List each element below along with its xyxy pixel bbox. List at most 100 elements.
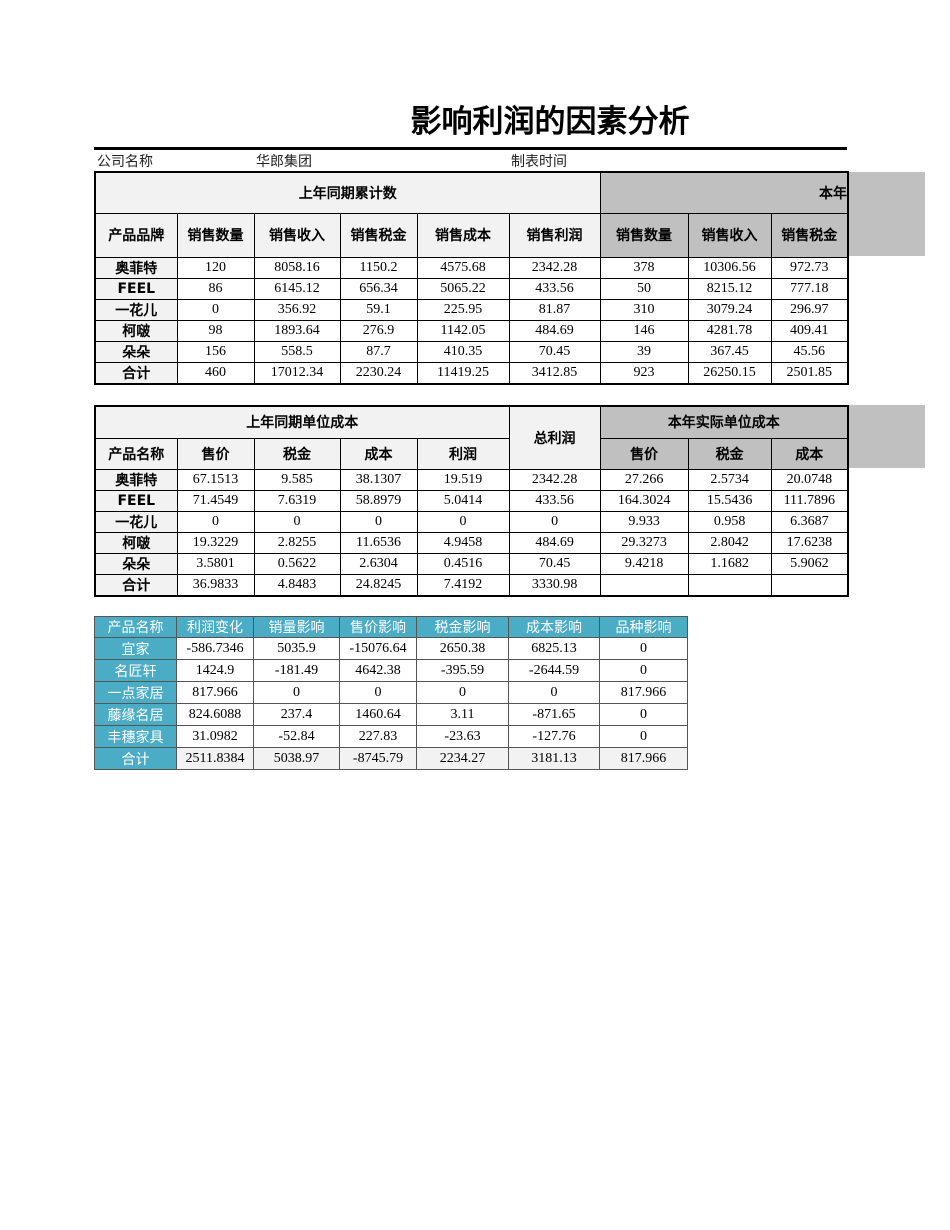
table-cell[interactable]: 0 [253, 510, 341, 533]
table-cell[interactable]: 19.3229 [176, 531, 255, 554]
table-cell[interactable]: 36.9833 [176, 573, 255, 596]
table-cell[interactable]: 2234.27 [416, 747, 509, 770]
row-label[interactable]: 朵朵 [94, 340, 178, 363]
row-label[interactable]: 丰穗家具 [94, 725, 177, 748]
table-cell[interactable]: 81.87 [508, 298, 601, 321]
table-cell[interactable]: 817.966 [599, 747, 688, 770]
table-cell[interactable]: 817.966 [176, 681, 254, 704]
table-cell[interactable]: 227.83 [339, 725, 417, 748]
table-cell[interactable]: 146 [599, 319, 689, 342]
row-label[interactable]: 合计 [94, 747, 177, 770]
table-cell[interactable]: 58.8979 [339, 489, 418, 512]
table-cell[interactable]: 4.8483 [253, 573, 341, 596]
row-label[interactable]: 合计 [94, 573, 178, 596]
table-cell[interactable]: 5065.22 [416, 277, 510, 300]
table-cell[interactable]: 6145.12 [253, 277, 341, 300]
table-cell[interactable]: 0 [416, 510, 510, 533]
table-cell[interactable]: 3412.85 [508, 361, 601, 384]
table-cell[interactable]: 409.41 [770, 319, 849, 342]
row-label[interactable]: 柯啵 [94, 319, 178, 342]
table-cell[interactable]: 1460.64 [339, 703, 417, 726]
table-cell[interactable]: 4.9458 [416, 531, 510, 554]
table-cell[interactable] [770, 573, 849, 596]
table-cell[interactable]: 5.0414 [416, 489, 510, 512]
table-cell[interactable]: 3181.13 [508, 747, 600, 770]
table-cell[interactable]: 367.45 [687, 340, 772, 363]
table-cell[interactable]: 7.6319 [253, 489, 341, 512]
row-label[interactable]: 朵朵 [94, 552, 178, 575]
table-cell[interactable]: 0 [599, 659, 688, 682]
table-cell[interactable]: 2.5734 [687, 468, 772, 491]
table-cell[interactable]: 3330.98 [508, 573, 601, 596]
row-label[interactable]: 柯啵 [94, 531, 178, 554]
row-label[interactable]: 一花儿 [94, 298, 178, 321]
table-cell[interactable]: 6.3687 [770, 510, 849, 533]
table-cell[interactable]: -52.84 [253, 725, 340, 748]
table-cell[interactable]: 3.5801 [176, 552, 255, 575]
table-cell[interactable]: 2.6304 [339, 552, 418, 575]
table-cell[interactable]: 1893.64 [253, 319, 341, 342]
table-cell[interactable]: 0 [253, 681, 340, 704]
table-cell[interactable]: 2650.38 [416, 637, 509, 660]
table-cell[interactable]: 17.6238 [770, 531, 849, 554]
row-label[interactable]: 奥菲特 [94, 256, 178, 279]
table-cell[interactable]: 2.8042 [687, 531, 772, 554]
table-cell[interactable]: 0 [599, 725, 688, 748]
table-cell[interactable]: 225.95 [416, 298, 510, 321]
table-cell[interactable]: 38.1307 [339, 468, 418, 491]
table-cell[interactable]: 777.18 [770, 277, 849, 300]
table-cell[interactable]: 10306.56 [687, 256, 772, 279]
row-label[interactable]: FEEL [94, 489, 178, 512]
table-cell[interactable]: 8215.12 [687, 277, 772, 300]
table-cell[interactable]: -586.7346 [176, 637, 254, 660]
table-cell[interactable]: -871.65 [508, 703, 600, 726]
table-cell[interactable]: 1424.9 [176, 659, 254, 682]
table-cell[interactable]: -127.76 [508, 725, 600, 748]
row-label[interactable]: 奥菲特 [94, 468, 178, 491]
table-cell[interactable]: 6825.13 [508, 637, 600, 660]
table-cell[interactable]: 29.3273 [599, 531, 689, 554]
table-cell[interactable]: 71.4549 [176, 489, 255, 512]
row-label[interactable]: FEEL [94, 277, 178, 300]
table-cell[interactable]: 817.966 [599, 681, 688, 704]
table-cell[interactable]: 111.7896 [770, 489, 849, 512]
table-cell[interactable]: 0 [508, 510, 601, 533]
table-cell[interactable]: 4642.38 [339, 659, 417, 682]
table-cell[interactable]: 0 [176, 298, 255, 321]
table-cell[interactable]: 237.4 [253, 703, 340, 726]
table-cell[interactable]: 0.5622 [253, 552, 341, 575]
table-cell[interactable]: 98 [176, 319, 255, 342]
table-cell[interactable]: 27.266 [599, 468, 689, 491]
table-cell[interactable]: 26250.15 [687, 361, 772, 384]
table-cell[interactable]: 2342.28 [508, 468, 601, 491]
row-label[interactable]: 名匠轩 [94, 659, 177, 682]
table-cell[interactable]: 9.585 [253, 468, 341, 491]
table-cell[interactable]: 0 [416, 681, 509, 704]
table-cell[interactable]: 11.6536 [339, 531, 418, 554]
row-label[interactable]: 合计 [94, 361, 178, 384]
table-cell[interactable]: 378 [599, 256, 689, 279]
table-cell[interactable]: 1142.05 [416, 319, 510, 342]
table-cell[interactable]: 120 [176, 256, 255, 279]
table-cell[interactable]: 0.958 [687, 510, 772, 533]
table-cell[interactable]: 923 [599, 361, 689, 384]
table-cell[interactable]: 70.45 [508, 340, 601, 363]
table-cell[interactable]: 7.4192 [416, 573, 510, 596]
table-cell[interactable]: 484.69 [508, 531, 601, 554]
table-cell[interactable]: 276.9 [339, 319, 418, 342]
table-cell[interactable]: 1.1682 [687, 552, 772, 575]
row-label[interactable]: 宜家 [94, 637, 177, 660]
row-label[interactable]: 一花儿 [94, 510, 178, 533]
table-cell[interactable]: 87.7 [339, 340, 418, 363]
table-cell[interactable]: 824.6088 [176, 703, 254, 726]
table-cell[interactable]: 2342.28 [508, 256, 601, 279]
table-cell[interactable]: 8058.16 [253, 256, 341, 279]
table-cell[interactable]: 2.8255 [253, 531, 341, 554]
table-cell[interactable]: 0 [176, 510, 255, 533]
table-cell[interactable]: 2511.8384 [176, 747, 254, 770]
table-cell[interactable] [687, 573, 772, 596]
table-cell[interactable]: 4575.68 [416, 256, 510, 279]
table-cell[interactable]: 70.45 [508, 552, 601, 575]
table-cell[interactable]: 9.4218 [599, 552, 689, 575]
table-cell[interactable]: 460 [176, 361, 255, 384]
